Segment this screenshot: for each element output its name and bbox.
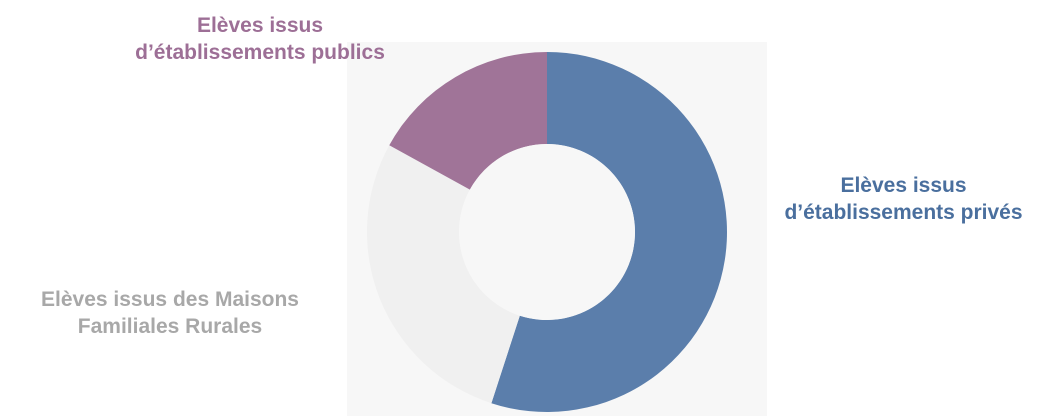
donut-hole: [459, 144, 635, 320]
slice-public-schools: [389, 52, 547, 190]
label-mfr-line-1: Elèves issus des Maisons: [41, 288, 299, 311]
label-maisons-familiales-rurales: Elèves issus des Maisons Familiales Rura…: [0, 286, 340, 340]
label-public-line-1: Elèves issus: [196, 14, 324, 37]
label-mfr-line-2: Familiales Rurales: [77, 315, 263, 338]
slice-maisons-familiales-rurales: [367, 145, 520, 404]
label-private-schools: Elèves issus d’établissements privés: [748, 172, 1059, 226]
label-private-line-2: d’établissements privés: [784, 201, 1023, 224]
label-public-schools: Elèves issus d’établissements publics: [100, 12, 420, 66]
label-private-line-1: Elèves issus: [840, 174, 967, 197]
slice-private-schools: [491, 52, 728, 412]
label-public-line-2: d’établissements publics: [135, 41, 385, 64]
